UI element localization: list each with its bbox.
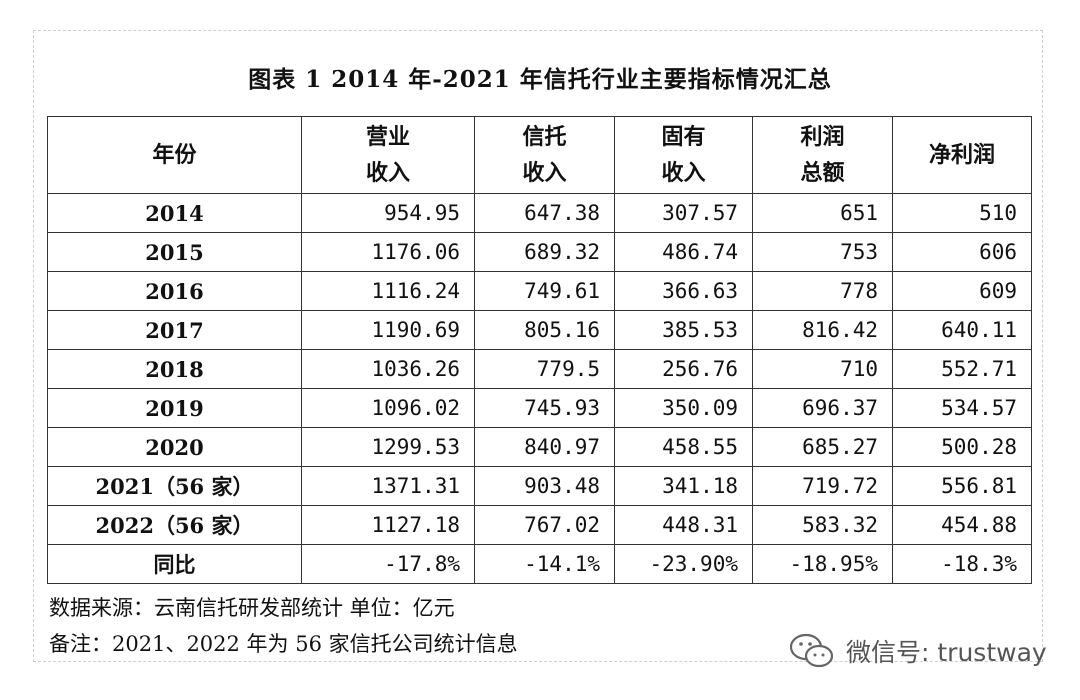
table-body: 2014 954.95 647.38 307.57 651 510 2015 1176.06 6… <box>47 193 1032 584</box>
value-cell: 749.61 <box>474 271 615 311</box>
value-cell: 767.02 <box>474 505 615 545</box>
value-cell: 696.37 <box>752 388 893 428</box>
value-cell: 954.95 <box>301 193 475 233</box>
value-cell: 816.42 <box>752 310 893 350</box>
value-cell: 1190.69 <box>301 310 475 350</box>
document-frame <box>33 30 1043 662</box>
trust-indicators-table: 年份 营业 收入 信托 收入 固有 收入 利润 总额 净利润 2014 954.95 647.38 30… <box>47 116 1032 584</box>
value-cell: -18.95% <box>752 544 893 584</box>
column-header: 年份 <box>47 116 302 194</box>
value-cell: 840.97 <box>474 427 615 467</box>
table-row: 2021（56 家） 1371.31 903.48 341.18 719.72 556.8… <box>47 466 1032 506</box>
value-cell: 719.72 <box>752 466 893 506</box>
value-cell: 903.48 <box>474 466 615 506</box>
value-cell: 1371.31 <box>301 466 475 506</box>
value-cell: 366.63 <box>614 271 753 311</box>
table-row: 2015 1176.06 689.32 486.74 753 606 <box>47 232 1032 272</box>
row-label-cell: 2022（56 家） <box>47 505 302 545</box>
table-row: 2019 1096.02 745.93 350.09 696.37 534.57 <box>47 388 1032 428</box>
value-cell: 534.57 <box>892 388 1032 428</box>
value-cell: -14.1% <box>474 544 615 584</box>
header-row: 年份 营业 收入 信托 收入 固有 收入 利润 总额 净利润 <box>47 116 1032 194</box>
value-cell: 1127.18 <box>301 505 475 545</box>
value-cell: 458.55 <box>614 427 753 467</box>
value-cell: 1116.24 <box>301 271 475 311</box>
value-cell: 689.32 <box>474 232 615 272</box>
column-header-line2: 总额 <box>800 160 845 186</box>
table-row: 2016 1116.24 749.61 366.63 778 609 <box>47 271 1032 311</box>
value-cell: 256.76 <box>614 349 753 389</box>
watermark: 微信号: trustway <box>788 632 1047 670</box>
value-cell: 556.81 <box>892 466 1032 506</box>
value-cell: -17.8% <box>301 544 475 584</box>
column-header-line2: 收入 <box>522 160 567 186</box>
column-header-line2: 收入 <box>365 160 410 186</box>
value-cell: 486.74 <box>614 232 753 272</box>
value-cell: 454.88 <box>892 505 1032 545</box>
table-row: 2018 1036.26 779.5 256.76 710 552.71 <box>47 349 1032 389</box>
column-header-line1: 净利润 <box>928 142 995 168</box>
value-cell: 753 <box>752 232 893 272</box>
value-cell: 651 <box>752 193 893 233</box>
table-row: 2014 954.95 647.38 307.57 651 510 <box>47 193 1032 233</box>
row-label-cell: 2016 <box>47 271 302 311</box>
value-cell: 1299.53 <box>301 427 475 467</box>
value-cell: 609 <box>892 271 1032 311</box>
row-label-cell: 2019 <box>47 388 302 428</box>
value-cell: 805.16 <box>474 310 615 350</box>
value-cell: 647.38 <box>474 193 615 233</box>
column-header: 信托 收入 <box>474 116 615 194</box>
value-cell: 341.18 <box>614 466 753 506</box>
value-cell: -23.90% <box>614 544 753 584</box>
table-row: 2022（56 家） 1127.18 767.02 448.31 583.32 454.8… <box>47 505 1032 545</box>
row-label-cell: 2021（56 家） <box>47 466 302 506</box>
value-cell: 448.31 <box>614 505 753 545</box>
table-row: 2020 1299.53 840.97 458.55 685.27 500.28 <box>47 427 1032 467</box>
value-cell: 350.09 <box>614 388 753 428</box>
row-label-cell: 2014 <box>47 193 302 233</box>
value-cell: 745.93 <box>474 388 615 428</box>
value-cell: 710 <box>752 349 893 389</box>
watermark-text: 微信号: trustway <box>846 638 1047 667</box>
column-header-line2: 收入 <box>661 160 706 186</box>
source-note: 数据来源：云南信托研发部统计 单位：亿元 <box>49 596 455 620</box>
value-cell: 606 <box>892 232 1032 272</box>
value-cell: -18.3% <box>892 544 1032 584</box>
column-header-line1: 固有 <box>661 124 706 150</box>
value-cell: 685.27 <box>752 427 893 467</box>
value-cell: 583.32 <box>752 505 893 545</box>
row-label-cell: 2015 <box>47 232 302 272</box>
value-cell: 778 <box>752 271 893 311</box>
column-header-line1: 利润 <box>800 124 845 150</box>
column-header-line1: 信托 <box>522 124 567 150</box>
row-label-cell: 2020 <box>47 427 302 467</box>
row-label-cell: 2018 <box>47 349 302 389</box>
value-cell: 500.28 <box>892 427 1032 467</box>
column-header-line1: 营业 <box>365 124 410 150</box>
column-header-line1: 年份 <box>152 142 197 168</box>
row-label-cell: 同比 <box>47 544 302 584</box>
value-cell: 640.11 <box>892 310 1032 350</box>
value-cell: 1176.06 <box>301 232 475 272</box>
table-title: 图表 1 2014 年-2021 年信托行业主要指标情况汇总 <box>248 66 832 93</box>
column-header: 利润 总额 <box>752 116 893 194</box>
table-row: 2017 1190.69 805.16 385.53 816.42 640.11 <box>47 310 1032 350</box>
table-row: 同比 -17.8% -14.1% -23.90% -18.95% -18.3% <box>47 544 1032 584</box>
row-label-cell: 2017 <box>47 310 302 350</box>
value-cell: 385.53 <box>614 310 753 350</box>
value-cell: 510 <box>892 193 1032 233</box>
value-cell: 1096.02 <box>301 388 475 428</box>
remark-note: 备注：2021、2022 年为 56 家信托公司统计信息 <box>49 632 518 656</box>
value-cell: 1036.26 <box>301 349 475 389</box>
value-cell: 779.5 <box>474 349 615 389</box>
value-cell: 552.71 <box>892 349 1032 389</box>
column-header: 净利润 <box>892 116 1032 194</box>
wechat-icon <box>789 633 834 668</box>
column-header: 营业 收入 <box>301 116 475 194</box>
column-header: 固有 收入 <box>614 116 753 194</box>
value-cell: 307.57 <box>614 193 753 233</box>
